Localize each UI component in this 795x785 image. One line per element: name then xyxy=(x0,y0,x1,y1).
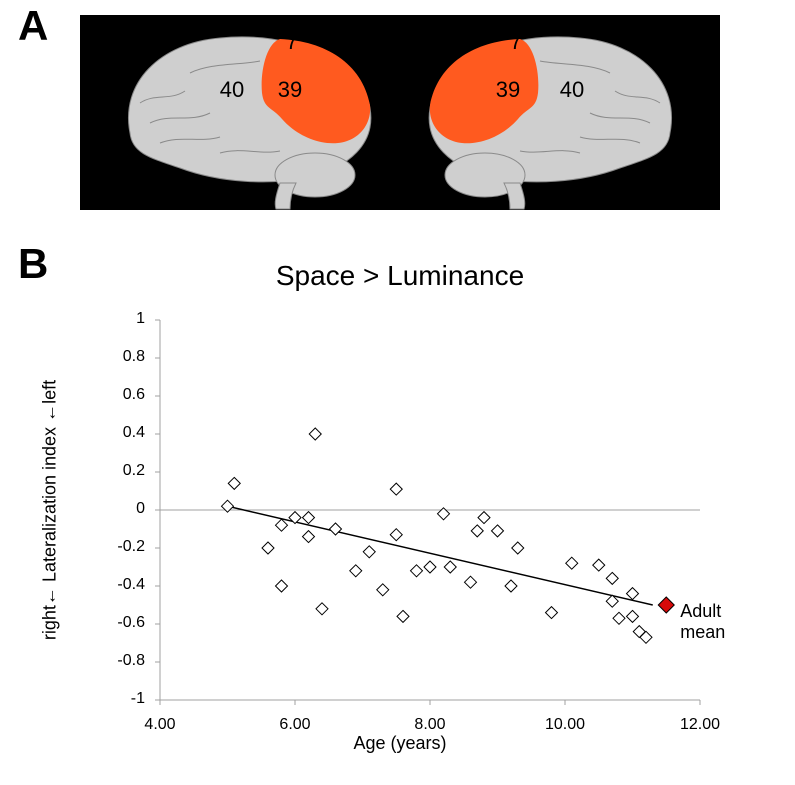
y-tick-label: 0.8 xyxy=(95,348,145,366)
x-axis-label: Age (years) xyxy=(40,733,760,754)
data-point xyxy=(303,512,315,524)
region-label: 39 xyxy=(496,77,520,102)
data-point xyxy=(444,561,456,573)
region-label: 7 xyxy=(286,29,298,54)
y-right-arrow: right← xyxy=(40,587,60,640)
data-point xyxy=(397,610,409,622)
region-label: 40 xyxy=(560,77,584,102)
brain-illustration: 7 40 39 7 39 40 xyxy=(80,15,720,210)
data-point xyxy=(593,559,605,571)
panel-b: Space > Luminance right← Lateralization … xyxy=(40,260,760,760)
data-point xyxy=(276,580,288,592)
data-point xyxy=(228,477,240,489)
data-point xyxy=(512,542,524,554)
y-tick-label: 1 xyxy=(95,310,145,328)
data-point xyxy=(627,588,639,600)
data-point xyxy=(613,612,625,624)
y-left-arrow: ←left xyxy=(40,380,60,422)
region-label: 39 xyxy=(278,77,302,102)
plot-area xyxy=(150,310,710,710)
x-tick-label: 12.00 xyxy=(675,716,725,734)
y-tick-label: -1 xyxy=(95,690,145,708)
data-point xyxy=(411,565,423,577)
y-tick-label: 0.4 xyxy=(95,424,145,442)
data-point xyxy=(350,565,362,577)
data-point xyxy=(546,607,558,619)
adult-mean-point xyxy=(658,597,674,613)
data-point xyxy=(627,610,639,622)
data-point xyxy=(330,523,342,535)
scatter-chart xyxy=(150,310,710,710)
y-tick-label: 0 xyxy=(95,500,145,518)
data-point xyxy=(505,580,517,592)
panel-a: 7 40 39 7 39 40 xyxy=(80,15,720,210)
data-point xyxy=(424,561,436,573)
data-point xyxy=(566,557,578,569)
y-tick-label: -0.8 xyxy=(95,652,145,670)
data-point xyxy=(465,576,477,588)
x-tick-label: 8.00 xyxy=(405,716,455,734)
data-point xyxy=(390,529,402,541)
x-tick-label: 10.00 xyxy=(540,716,590,734)
data-point xyxy=(316,603,328,615)
data-point xyxy=(309,428,321,440)
adult-mean-label: Adult mean xyxy=(680,601,760,643)
region-label: 40 xyxy=(220,77,244,102)
data-point xyxy=(478,512,490,524)
x-tick-label: 4.00 xyxy=(135,716,185,734)
data-point xyxy=(262,542,274,554)
y-tick-label: -0.2 xyxy=(95,538,145,556)
y-tick-label: 0.6 xyxy=(95,386,145,404)
chart-title: Space > Luminance xyxy=(40,260,760,292)
data-point xyxy=(606,572,618,584)
y-axis-label: right← Lateralization index ←left xyxy=(40,380,61,640)
data-point xyxy=(363,546,375,558)
y-tick-label: 0.2 xyxy=(95,462,145,480)
region-label: 7 xyxy=(510,29,522,54)
panel-a-label: A xyxy=(18,2,48,50)
data-point xyxy=(276,519,288,531)
y-tick-label: -0.4 xyxy=(95,576,145,594)
data-point xyxy=(492,525,504,537)
x-tick-label: 6.00 xyxy=(270,716,320,734)
trend-line xyxy=(228,506,653,605)
y-axis-text: Lateralization index xyxy=(40,427,60,582)
data-point xyxy=(289,512,301,524)
data-point xyxy=(390,483,402,495)
y-tick-label: -0.6 xyxy=(95,614,145,632)
figure: A 7403973940 B Space > Luminance right← … xyxy=(0,0,795,785)
data-point xyxy=(377,584,389,596)
data-point xyxy=(471,525,483,537)
data-point xyxy=(303,531,315,543)
